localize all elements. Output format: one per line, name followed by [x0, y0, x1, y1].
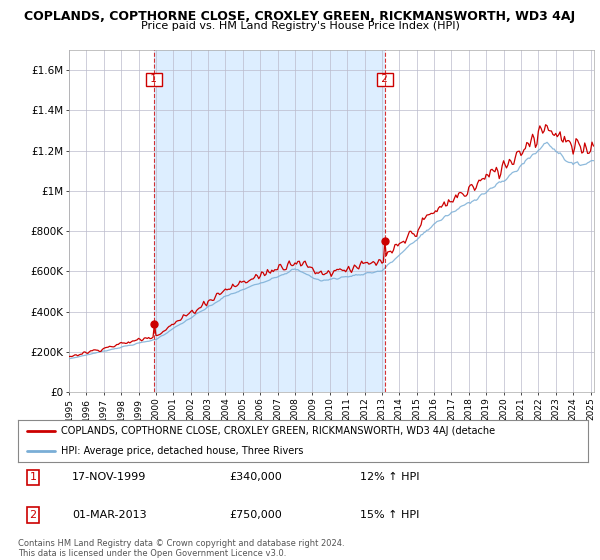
Bar — [154, 50, 385, 392]
Text: 12% ↑ HPI: 12% ↑ HPI — [360, 473, 419, 482]
Text: HPI: Average price, detached house, Three Rivers: HPI: Average price, detached house, Thre… — [61, 446, 303, 456]
Text: £340,000: £340,000 — [229, 473, 281, 482]
Text: 2: 2 — [29, 510, 37, 520]
Text: 1: 1 — [147, 74, 160, 84]
Text: £750,000: £750,000 — [229, 510, 281, 520]
Text: Price paid vs. HM Land Registry's House Price Index (HPI): Price paid vs. HM Land Registry's House … — [140, 21, 460, 31]
Text: 15% ↑ HPI: 15% ↑ HPI — [360, 510, 419, 520]
Text: Contains HM Land Registry data © Crown copyright and database right 2024.
This d: Contains HM Land Registry data © Crown c… — [18, 539, 344, 558]
Text: COPLANDS, COPTHORNE CLOSE, CROXLEY GREEN, RICKMANSWORTH, WD3 4AJ (detache: COPLANDS, COPTHORNE CLOSE, CROXLEY GREEN… — [61, 426, 495, 436]
Text: 2: 2 — [379, 74, 391, 84]
Text: 1: 1 — [29, 473, 37, 482]
Text: COPLANDS, COPTHORNE CLOSE, CROXLEY GREEN, RICKMANSWORTH, WD3 4AJ: COPLANDS, COPTHORNE CLOSE, CROXLEY GREEN… — [25, 10, 575, 22]
Text: 01-MAR-2013: 01-MAR-2013 — [72, 510, 147, 520]
Text: 17-NOV-1999: 17-NOV-1999 — [72, 473, 146, 482]
